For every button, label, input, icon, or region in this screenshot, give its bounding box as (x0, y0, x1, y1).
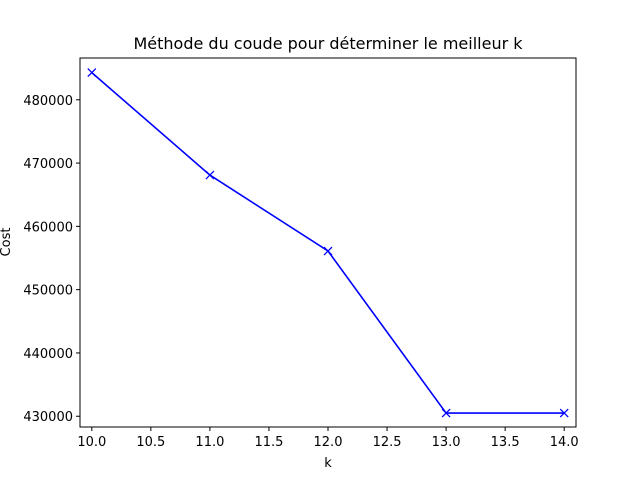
x-tick-label: 13.0 (432, 435, 461, 450)
x-tick-label: 10.5 (136, 435, 165, 450)
x-axis: 10.0 10.5 11.0 11.5 12.0 12.5 13.0 13.5 14.0 (77, 427, 579, 450)
series-layer (87, 68, 569, 418)
y-axis: 430000 440000 450000 460000 470000 480000 (23, 94, 80, 425)
x-tick-label: 11.5 (254, 435, 283, 450)
x-tick-label: 12.5 (373, 435, 402, 450)
chart-title: Méthode du coude pour déterminer le meil… (133, 34, 523, 53)
x-axis-label: k (324, 456, 332, 471)
y-tick-label: 470000 (23, 157, 73, 172)
x-tick-label: 13.5 (491, 435, 520, 450)
y-axis-label: Cost (0, 228, 14, 257)
y-tick-label: 430000 (23, 410, 73, 425)
x-tick-label: 14.0 (550, 435, 579, 450)
data-point-marker (87, 68, 97, 78)
y-tick-label: 460000 (23, 220, 73, 235)
data-point-marker (323, 246, 333, 256)
x-tick-label: 10.0 (77, 435, 106, 450)
data-point-marker (205, 170, 215, 180)
data-point-marker (559, 408, 569, 418)
y-tick-label: 440000 (23, 347, 73, 362)
data-point-marker (441, 408, 451, 418)
y-tick-label: 450000 (23, 284, 73, 299)
x-tick-label: 12.0 (314, 435, 343, 450)
x-tick-label: 11.0 (195, 435, 224, 450)
y-tick-label: 480000 (23, 94, 73, 109)
